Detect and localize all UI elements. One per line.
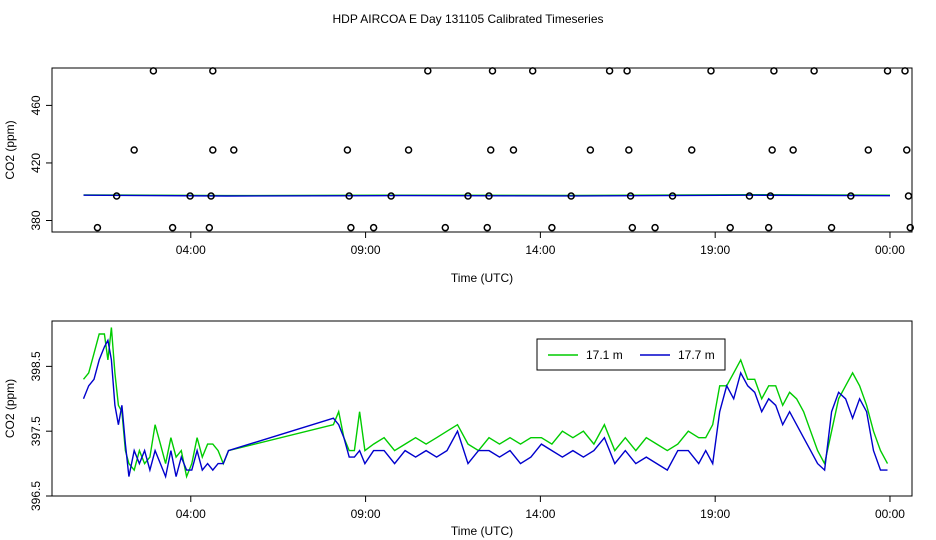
data-point: [688, 146, 696, 154]
data-point: [369, 223, 378, 232]
y-tick-label: 397.5: [29, 416, 43, 446]
x-tick-label: 14:00: [525, 507, 555, 521]
data-point: [903, 146, 911, 154]
data-point: [230, 146, 238, 154]
x-tick-label: 19:00: [700, 507, 730, 521]
data-point: [745, 192, 754, 200]
data-point: [168, 223, 177, 232]
y-axis-label: CO2 (ppm): [3, 120, 17, 179]
data-point: [623, 67, 631, 75]
data-point: [205, 223, 214, 232]
data-point: [707, 67, 715, 75]
x-axis-label: Time (UTC): [451, 271, 513, 285]
x-tick-label: 04:00: [176, 243, 206, 257]
y-tick-label: 460: [29, 95, 43, 115]
data-point: [883, 67, 892, 75]
data-point: [586, 146, 595, 154]
y-tick-label: 380: [29, 210, 43, 230]
data-point: [488, 67, 497, 75]
bottom-line-panel: 04:00 09:00 14:00 19:00 00:00 396.5 397.5 398.5…: [3, 320, 913, 538]
data-point: [901, 67, 909, 75]
data-point: [528, 67, 537, 75]
data-point: [726, 223, 734, 232]
data-point: [904, 192, 913, 200]
data-point: [906, 223, 915, 232]
data-point: [207, 192, 215, 200]
data-point: [485, 192, 493, 200]
data-point: [464, 192, 472, 200]
data-point: [548, 223, 556, 232]
legend-label: 17.1 m: [586, 348, 623, 362]
data-point: [827, 223, 836, 232]
data-point: [651, 223, 659, 232]
y-tick-label: 398.5: [29, 351, 43, 381]
legend: 17.1 m 17.7 m: [536, 338, 726, 371]
data-point: [112, 192, 121, 200]
data-point: [768, 146, 776, 154]
data-point: [628, 223, 637, 232]
data-point: [509, 146, 518, 154]
data-point: [387, 192, 395, 200]
data-point: [343, 146, 352, 154]
data-point: [847, 192, 855, 200]
data-point: [93, 223, 102, 232]
x-tick-label: 04:00: [176, 507, 206, 521]
data-point: [424, 67, 432, 75]
data-point: [810, 67, 818, 75]
data-point: [605, 67, 614, 75]
y-axis-label: CO2 (ppm): [3, 379, 17, 438]
legend-label: 17.7 m: [678, 348, 715, 362]
data-point: [209, 67, 217, 75]
data-point: [864, 146, 873, 154]
data-point: [766, 192, 775, 200]
x-axis-label: Time (UTC): [451, 524, 513, 538]
data-point: [441, 223, 450, 232]
data-point: [347, 223, 355, 232]
data-point: [770, 67, 778, 75]
data-point: [404, 146, 413, 154]
plot-frame: [51, 67, 913, 233]
data-point: [483, 223, 491, 232]
data-point: [486, 146, 495, 154]
y-tick-label: 396.5: [29, 481, 43, 511]
ambient-line: [83, 194, 891, 197]
x-tick-label: 00:00: [875, 507, 905, 521]
data-point: [567, 192, 575, 200]
x-tick-label: 09:00: [351, 507, 381, 521]
data-point: [764, 223, 773, 232]
data-point: [186, 192, 194, 200]
x-tick-label: 14:00: [525, 243, 555, 257]
data-point: [209, 146, 217, 154]
data-point: [668, 192, 677, 200]
x-tick-label: 00:00: [875, 243, 905, 257]
y-tick-label: 420: [29, 153, 43, 173]
data-point: [149, 67, 158, 75]
data-point: [130, 146, 138, 154]
data-point: [345, 192, 353, 200]
figure-title: HDP AIRCOA E Day 131105 Calibrated Times…: [332, 12, 603, 26]
data-point: [626, 192, 635, 200]
x-tick-label: 09:00: [351, 243, 381, 257]
data-point: [625, 146, 633, 154]
top-scatter-panel: 04:00 09:00 14:00 19:00 00:00 380 420 460 Time (…: [3, 67, 915, 285]
plot-frame: [51, 320, 913, 497]
x-tick-label: 19:00: [700, 243, 730, 257]
data-point: [789, 146, 797, 154]
series-line: [82, 338, 888, 480]
